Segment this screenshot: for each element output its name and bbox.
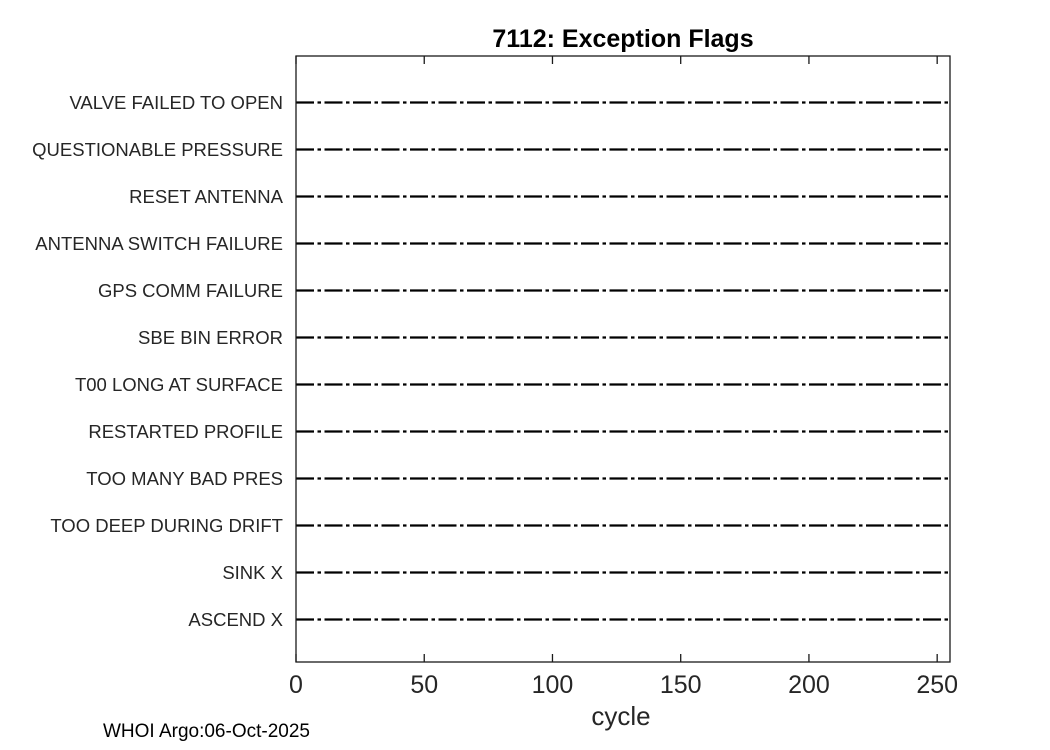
y-axis-label: QUESTIONABLE PRESSURE	[32, 138, 283, 160]
axis-box	[295, 55, 951, 663]
y-axis-label: RESET ANTENNA	[129, 185, 283, 207]
y-axis-label: TOO MANY BAD PRES	[86, 467, 283, 489]
x-axis-tick-label: 150	[659, 671, 702, 699]
x-axis-tick-label: 100	[531, 671, 574, 699]
y-axis-label: RESTARTED PROFILE	[88, 420, 283, 442]
chart-title: 7112: Exception Flags	[492, 25, 754, 53]
footer-credit: WHOI Argo:06-Oct-2025	[103, 721, 310, 742]
y-axis-label: TOO DEEP DURING DRIFT	[50, 514, 283, 536]
axis-ticks	[295, 56, 938, 662]
y-axis-label: VALVE FAILED TO OPEN	[69, 91, 283, 113]
x-axis-label: cycle	[591, 701, 651, 731]
y-axis-label: GPS COMM FAILURE	[97, 279, 283, 301]
y-axis-label: SINK X	[222, 561, 283, 583]
x-axis-tick-label: 200	[788, 671, 830, 699]
y-axis-label: ANTENNA SWITCH FAILURE	[35, 232, 283, 254]
exception-flag-lines	[296, 101, 950, 621]
x-axis-tick-label: 250	[916, 671, 959, 699]
y-axis-label: SBE BIN ERROR	[138, 326, 283, 348]
x-axis-tick-label: 50	[410, 671, 439, 699]
y-axis-label: T00 LONG AT SURFACE	[74, 373, 283, 395]
y-axis-label: ASCEND X	[188, 608, 283, 630]
x-axis-tick-label: 0	[289, 671, 303, 699]
